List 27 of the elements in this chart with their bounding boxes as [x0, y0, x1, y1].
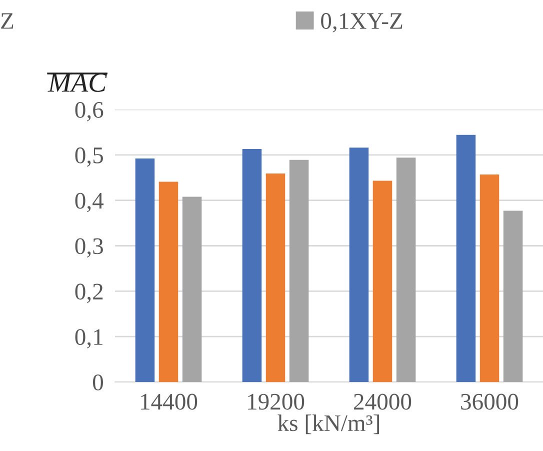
y-tick-label: 0,3	[75, 238, 103, 258]
bar	[242, 149, 262, 382]
bar	[135, 158, 155, 382]
y-tick-label: 0,5	[75, 147, 103, 167]
x-tick-label: 14400	[141, 394, 198, 410]
y-tick-label: 0,4	[75, 192, 104, 212]
bar	[349, 148, 369, 382]
bar	[480, 174, 500, 382]
bar	[372, 180, 392, 382]
bar	[266, 174, 286, 382]
x-axis-title: ks [kN/m³]	[278, 414, 379, 434]
legend-label: 0,1XY-Z	[321, 13, 402, 32]
bar	[158, 182, 178, 382]
bar	[182, 196, 202, 382]
y-axis-title: MAC	[48, 73, 107, 92]
bar	[396, 158, 416, 382]
y-tick-label: 0,2	[75, 284, 103, 303]
y-tick-label: 0,6	[75, 102, 104, 122]
x-tick-label: 19200	[248, 394, 304, 410]
bar	[456, 134, 476, 382]
x-tick-label: 24000	[354, 394, 412, 410]
x-tick-label: 36000	[461, 394, 518, 410]
bar	[503, 210, 523, 382]
y-tick-label: 0,1	[75, 329, 102, 348]
y-tick-label: 0	[92, 374, 103, 390]
bar	[289, 160, 309, 382]
text: Z	[1, 13, 14, 29]
